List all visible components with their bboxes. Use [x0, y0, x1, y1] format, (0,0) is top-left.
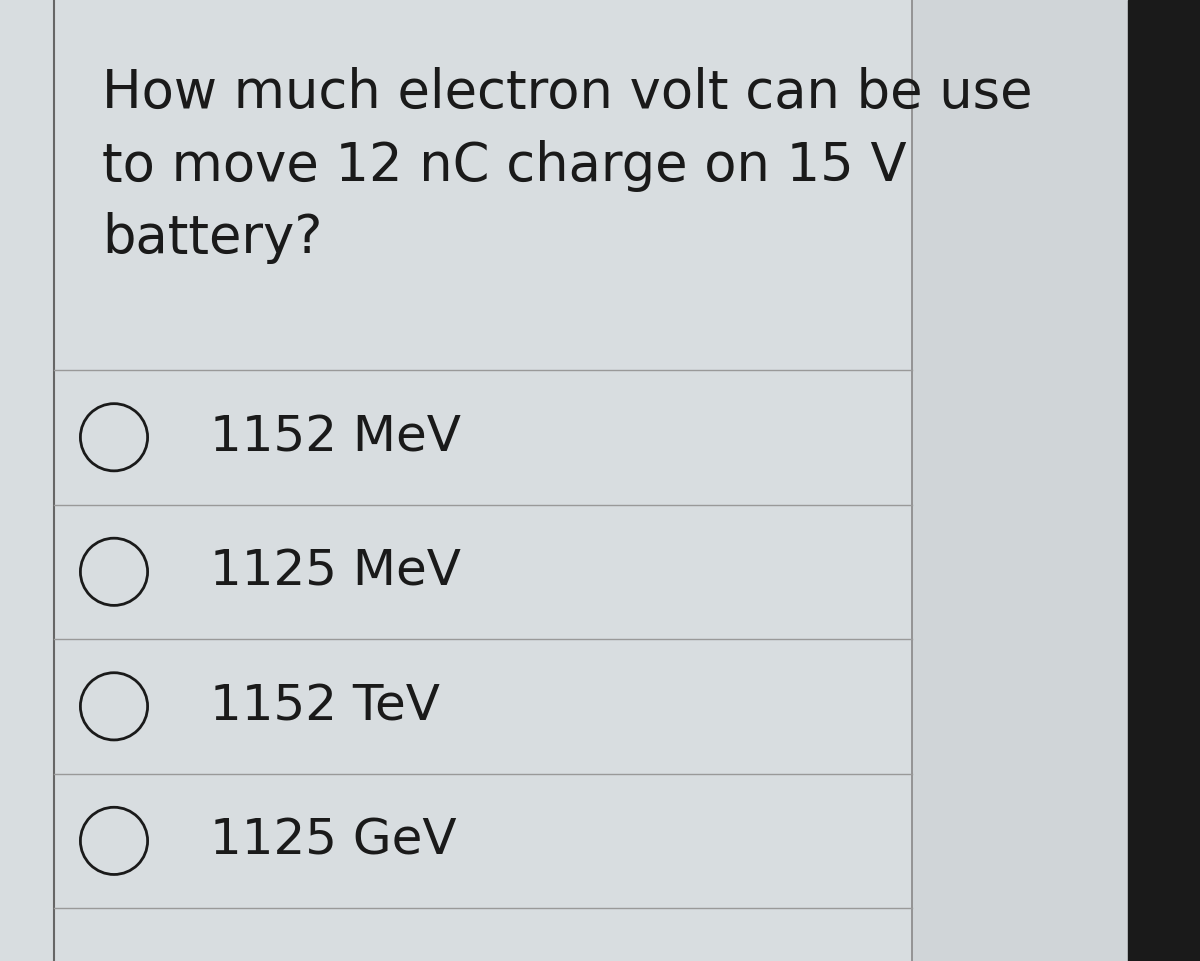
Text: 1125 GeV: 1125 GeV: [210, 817, 457, 865]
Ellipse shape: [80, 538, 148, 605]
Bar: [1128, 0, 1200, 961]
Bar: [912, 0, 1128, 961]
Ellipse shape: [80, 404, 148, 471]
Text: 1152 MeV: 1152 MeV: [210, 413, 461, 461]
Text: 1125 MeV: 1125 MeV: [210, 548, 461, 596]
Ellipse shape: [80, 807, 148, 875]
Ellipse shape: [80, 673, 148, 740]
Text: 1152 TeV: 1152 TeV: [210, 682, 440, 730]
Text: How much electron volt can be use
to move 12 nC charge on 15 V
battery?: How much electron volt can be use to mov…: [102, 67, 1032, 264]
